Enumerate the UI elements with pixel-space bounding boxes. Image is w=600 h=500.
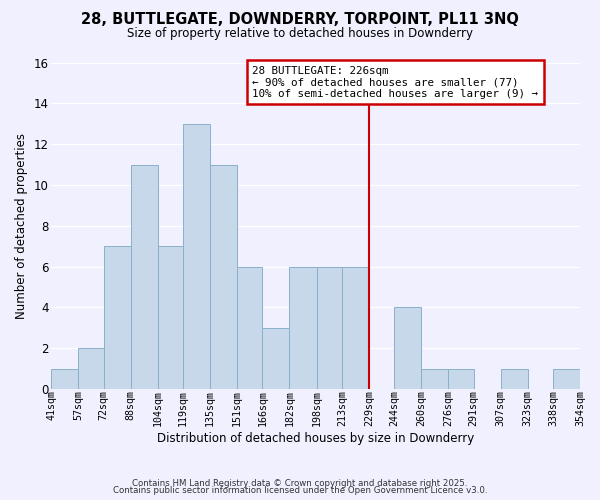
Bar <box>104 246 131 389</box>
Text: 28 BUTTLEGATE: 226sqm
← 90% of detached houses are smaller (77)
10% of semi-deta: 28 BUTTLEGATE: 226sqm ← 90% of detached … <box>252 66 538 99</box>
Bar <box>158 246 183 389</box>
Text: Size of property relative to detached houses in Downderry: Size of property relative to detached ho… <box>127 28 473 40</box>
Bar <box>500 368 527 389</box>
Y-axis label: Number of detached properties: Number of detached properties <box>15 133 28 319</box>
Bar <box>52 368 79 389</box>
Text: 28, BUTTLEGATE, DOWNDERRY, TORPOINT, PL11 3NQ: 28, BUTTLEGATE, DOWNDERRY, TORPOINT, PL1… <box>81 12 519 28</box>
Bar <box>79 348 104 389</box>
Bar <box>262 328 289 389</box>
Bar <box>553 368 580 389</box>
Bar <box>183 124 210 389</box>
Bar <box>342 266 369 389</box>
Bar <box>317 266 342 389</box>
Bar <box>394 308 421 389</box>
Bar <box>289 266 317 389</box>
Bar <box>448 368 473 389</box>
Text: Contains HM Land Registry data © Crown copyright and database right 2025.: Contains HM Land Registry data © Crown c… <box>132 478 468 488</box>
Text: Contains public sector information licensed under the Open Government Licence v3: Contains public sector information licen… <box>113 486 487 495</box>
Bar <box>210 164 237 389</box>
Bar <box>421 368 448 389</box>
X-axis label: Distribution of detached houses by size in Downderry: Distribution of detached houses by size … <box>157 432 474 445</box>
Bar <box>131 164 158 389</box>
Bar <box>237 266 262 389</box>
